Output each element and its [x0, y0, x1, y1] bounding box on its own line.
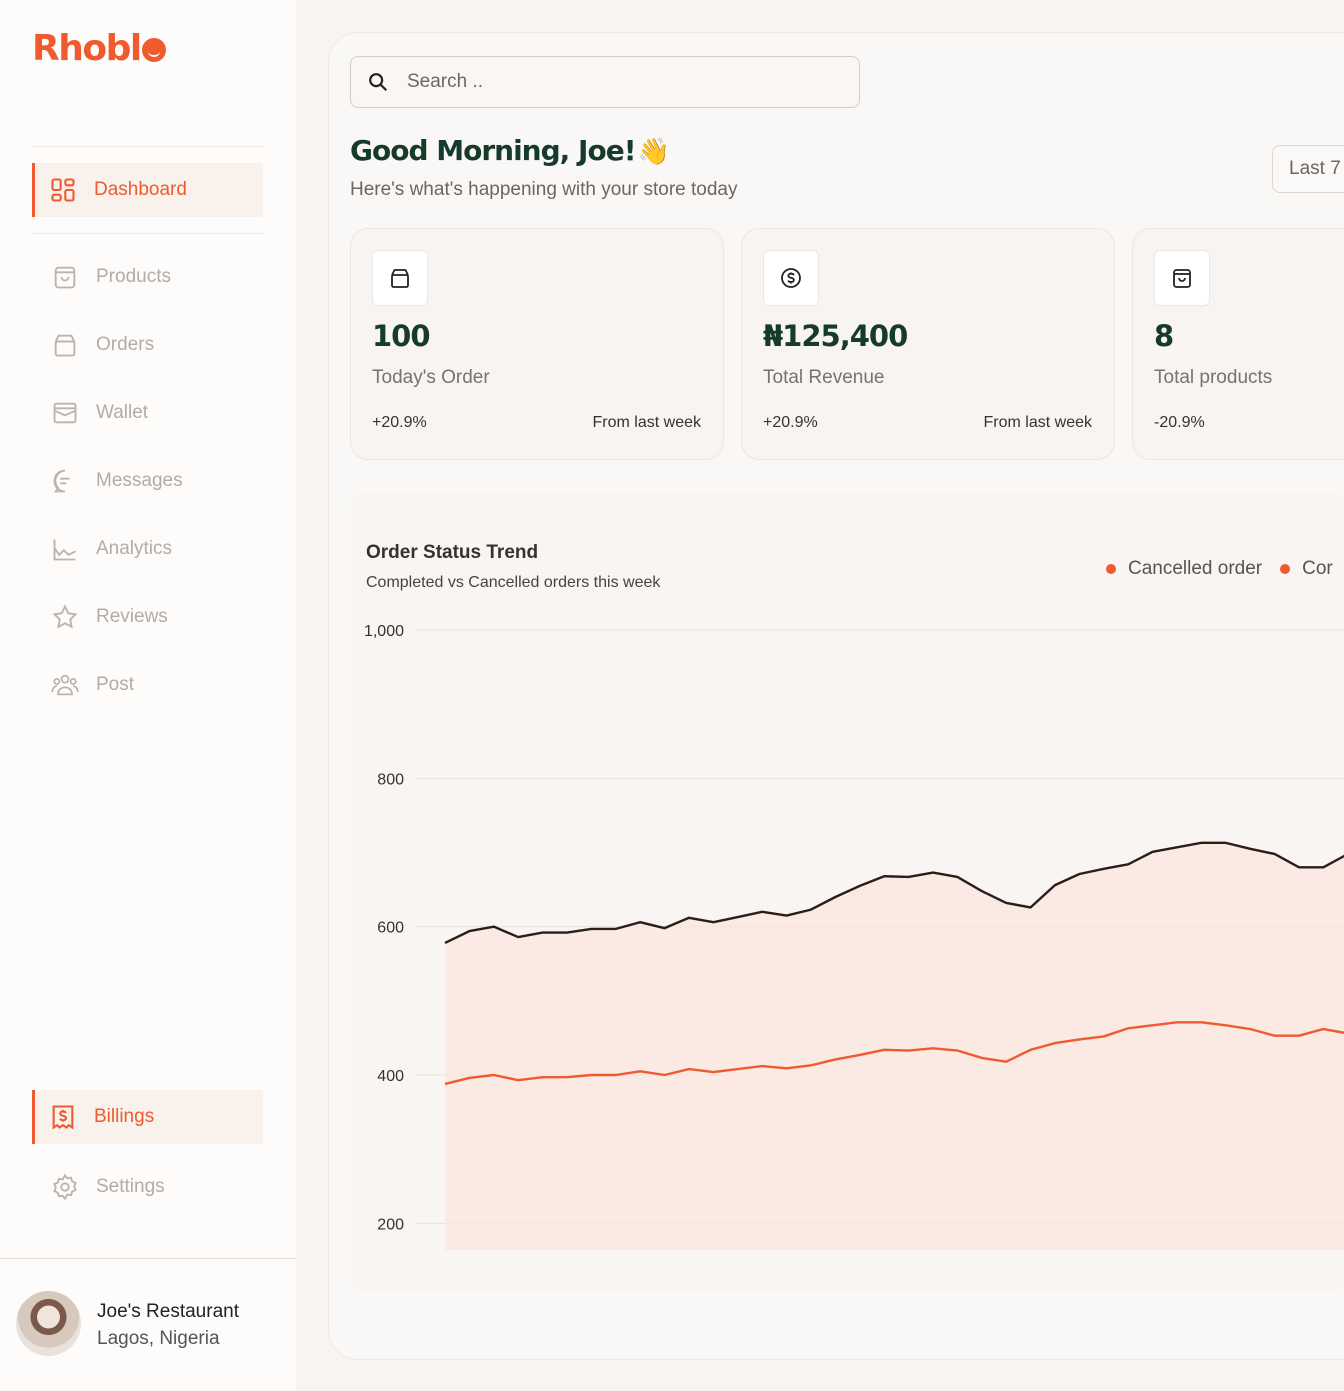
sidebar-item-products[interactable]: Products: [32, 250, 263, 304]
page-title: Good Morning, Joe!👋: [350, 134, 670, 167]
chat-icon: [50, 466, 80, 496]
chart-subtitle: Completed vs Cancelled orders this week: [366, 574, 661, 591]
line-chart-icon: [50, 534, 80, 564]
legend-dot: [1280, 564, 1291, 574]
stat-card-orders: 100 Today's Order +20.9% From last week: [350, 228, 724, 460]
user-location: Lagos, Nigeria: [97, 1328, 220, 1349]
user-profile[interactable]: Joe's Restaurant Lagos, Nigeria: [0, 1258, 296, 1391]
sidebar-item-orders[interactable]: Orders: [32, 318, 263, 372]
legend-item[interactable]: Cor: [1280, 558, 1333, 580]
sidebar-item-post[interactable]: Post: [32, 658, 263, 712]
y-tick-label: 600: [377, 920, 404, 937]
period-select[interactable]: Last 7: [1272, 145, 1344, 193]
smiley-o-icon: [141, 38, 166, 62]
sidebar: Rhobl Dashboard Products Orders Wallet M…: [0, 0, 296, 1390]
y-tick-label: 200: [377, 1216, 404, 1233]
gear-icon: [50, 1172, 80, 1202]
users-icon: [50, 670, 80, 700]
sidebar-item-label: Analytics: [96, 538, 173, 559]
divider: [32, 233, 264, 234]
search-icon: [369, 73, 388, 92]
chart-title: Order Status Trend: [366, 542, 539, 563]
grid-icon: [48, 175, 78, 205]
search-input[interactable]: [405, 70, 809, 94]
stat-card-products: 8 Total products -20.9%: [1132, 228, 1344, 460]
sidebar-item-analytics[interactable]: Analytics: [32, 522, 263, 576]
stat-compare: From last week: [983, 414, 1092, 431]
sidebar-item-label: Products: [96, 266, 171, 287]
sidebar-item-label: Settings: [96, 1176, 165, 1197]
sidebar-item-label: Messages: [96, 470, 183, 491]
wallet-icon: [50, 398, 80, 428]
sidebar-item-label: Orders: [96, 334, 155, 355]
waving-hand-icon: 👋: [637, 137, 669, 167]
stat-label: Total products: [1154, 367, 1273, 388]
divider: [32, 146, 264, 147]
sidebar-item-label: Billings: [94, 1106, 155, 1127]
box-icon: [372, 250, 428, 306]
sidebar-item-messages[interactable]: Messages: [32, 454, 263, 508]
stat-change: -20.9%: [1154, 414, 1205, 431]
sidebar-item-label: Dashboard: [94, 179, 187, 200]
stat-label: Today's Order: [372, 367, 490, 388]
legend-item[interactable]: Cancelled order: [1106, 558, 1262, 580]
page-subtitle: Here's what's happening with your store …: [350, 179, 738, 200]
sidebar-item-label: Post: [96, 674, 135, 695]
shopping-bag-icon: [1154, 250, 1210, 306]
stat-value: ₦125,400: [763, 319, 908, 353]
stat-value: 8: [1154, 319, 1174, 353]
stat-card-revenue: ₦125,400 Total Revenue +20.9% From last …: [741, 228, 1115, 460]
stat-change: +20.9%: [763, 414, 818, 431]
stat-compare: From last week: [592, 414, 701, 431]
sidebar-item-label: Wallet: [96, 402, 149, 423]
user-name: Joe's Restaurant: [97, 1301, 239, 1322]
y-tick-label: 1,000: [364, 623, 404, 640]
search-bar[interactable]: [350, 56, 860, 108]
sidebar-item-dashboard[interactable]: Dashboard: [32, 163, 263, 217]
star-icon: [50, 602, 80, 632]
shopping-bag-icon: [50, 262, 80, 292]
sidebar-item-wallet[interactable]: Wallet: [32, 386, 263, 440]
y-tick-label: 400: [377, 1068, 404, 1085]
stat-label: Total Revenue: [763, 367, 885, 388]
sidebar-item-reviews[interactable]: Reviews: [32, 590, 263, 644]
series-area: [445, 842, 1344, 1250]
order-trend-chart: 1,000 800 600 400 200: [364, 623, 1344, 1250]
box-icon: [50, 330, 80, 360]
dollar-circle-icon: [763, 250, 819, 306]
y-tick-label: 800: [377, 771, 404, 788]
chart-legend: Cancelled order Cor: [1106, 558, 1344, 580]
stat-value: 100: [372, 319, 431, 353]
sidebar-item-billings[interactable]: Billings: [32, 1090, 263, 1144]
brand-logo[interactable]: Rhobl: [32, 28, 166, 69]
series-line-upper: [444, 841, 1344, 945]
sidebar-item-settings[interactable]: Settings: [32, 1160, 263, 1214]
avatar: [16, 1291, 81, 1356]
series-line-cancelled: [444, 1021, 1344, 1086]
receipt-dollar-icon: [48, 1102, 78, 1132]
sidebar-item-label: Reviews: [96, 606, 168, 627]
legend-dot: [1106, 564, 1116, 574]
stat-change: +20.9%: [372, 414, 427, 431]
